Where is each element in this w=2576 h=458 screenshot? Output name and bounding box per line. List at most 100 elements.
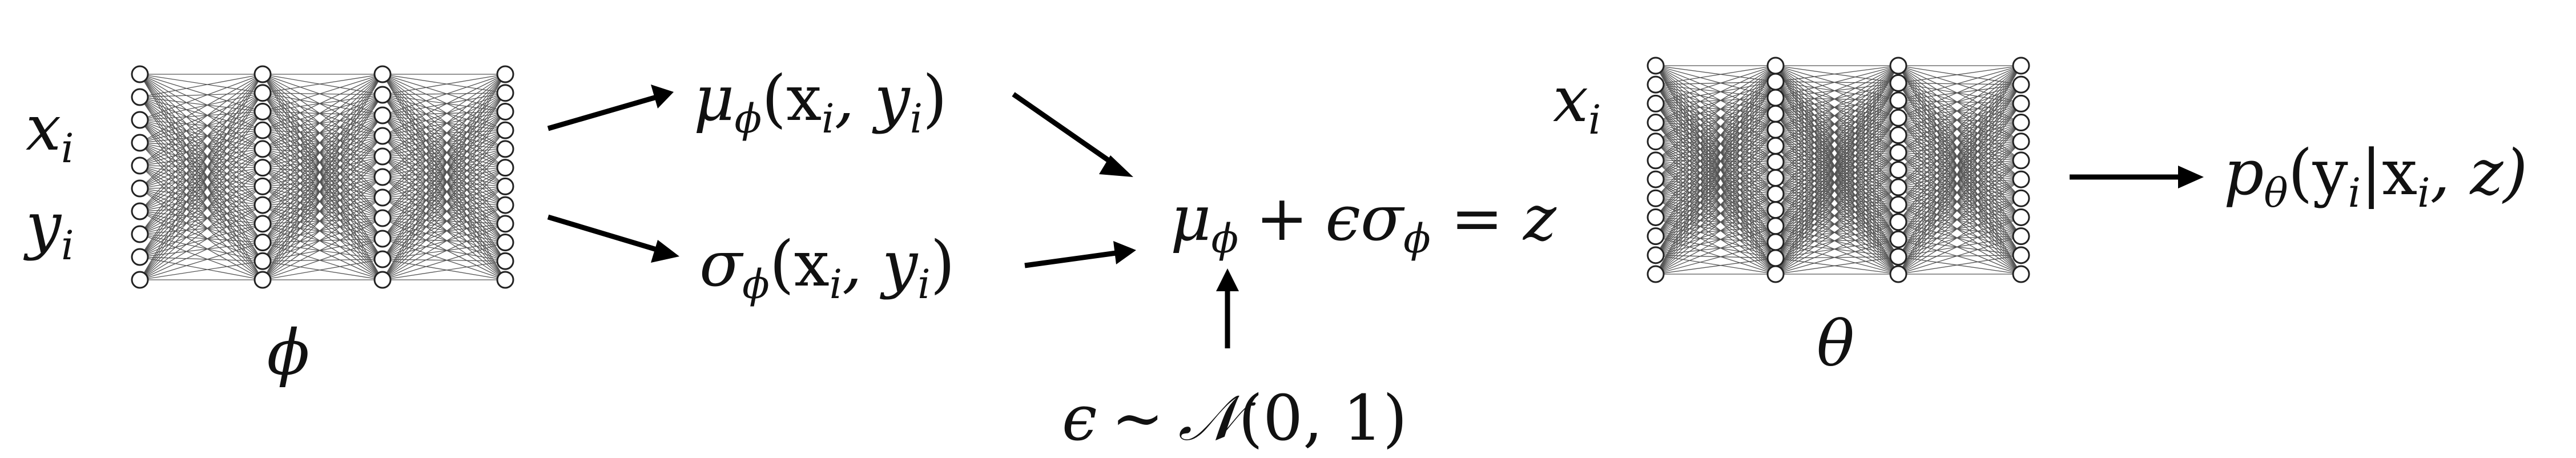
encoder-edge (382, 167, 506, 178)
encoder-edge (262, 93, 383, 95)
decoder-edge (1898, 160, 2022, 240)
encoder-param-label: ϕ (267, 316, 310, 389)
encoder-edge (262, 111, 383, 116)
encoder-edge (382, 156, 506, 168)
decoder-edge (1775, 100, 1899, 179)
decoder-edge (1655, 65, 1776, 180)
decoder-edge (1655, 103, 1776, 114)
encoder-neuron-layer-2 (253, 196, 272, 214)
decoder-param-label: θ (1817, 307, 1854, 380)
decoder-edge (1775, 65, 1899, 275)
decoder-edge (1655, 129, 1776, 199)
decoder-edge (1898, 84, 2022, 257)
decoder-edge (1775, 193, 1899, 223)
encoder-edge (262, 93, 383, 136)
decoder-edge (1775, 161, 1899, 275)
decoder-edge (1775, 152, 1899, 163)
decoder-edge (1655, 65, 1776, 142)
input-y-label: yi (23, 188, 74, 269)
decoder-edge (1775, 129, 1899, 205)
encoder-edge (262, 130, 383, 219)
encoder-edge (382, 223, 506, 239)
decoder-neuron-layer-1 (1647, 94, 1665, 113)
decoder-edge (1898, 65, 2022, 84)
decoder-edge (1898, 65, 2022, 136)
encoder-neuron-layer-2 (253, 271, 272, 289)
decoder-edge (1655, 81, 1776, 256)
decoder-edge (1655, 129, 1776, 180)
decoder-edge (1775, 65, 1899, 130)
encoder-edge (262, 156, 383, 262)
encoder-edge (262, 167, 383, 198)
encoder-edge (139, 148, 263, 258)
encoder-neuron-layer-4 (496, 102, 514, 120)
encoder-edge (382, 111, 506, 198)
decoder-edge (1775, 145, 1899, 275)
decoder-neuron-layer-3 (1889, 143, 1907, 162)
decoder-edge (1898, 103, 2022, 188)
encoder-edge (382, 148, 506, 260)
encoder-edge (382, 93, 506, 178)
encoder-edge (382, 111, 506, 280)
decoder-edge (1898, 117, 2022, 237)
decoder-edge (1775, 177, 1899, 205)
decoder-edge (1655, 84, 1776, 146)
decoder-edge (1775, 81, 1899, 84)
arrow-decoder-to-output (2070, 166, 2204, 188)
decoder-edge (1775, 177, 1899, 240)
decoder-edge (1898, 65, 2022, 85)
decoder-edge (1655, 97, 1776, 142)
encoder-neuron-layer-1 (131, 156, 149, 175)
encoder-neuron-layer-2 (253, 159, 272, 177)
encoder-edge (382, 167, 506, 239)
encoder-edge (382, 111, 506, 178)
decoder-edge (1775, 194, 1899, 258)
decoder-edge (1775, 65, 1899, 179)
decoder-edge (1775, 100, 1899, 114)
encoder-edge (262, 176, 383, 206)
decoder-edge (1655, 81, 1776, 142)
encoder-edge (139, 97, 263, 113)
encoder-edge (262, 176, 383, 243)
decoder-neuron-layer-4 (2012, 265, 2030, 283)
encoder-edge (262, 74, 383, 187)
decoder-edge (1898, 160, 2022, 223)
encoder-neuron-layer-1 (131, 179, 149, 198)
decoder-edge (1775, 161, 1899, 205)
decoder-edge (1655, 129, 1776, 142)
decoder-edge (1898, 122, 2022, 188)
encoder-edge (382, 148, 506, 219)
decoder-edge (1898, 100, 2022, 218)
decoder-edge (1655, 122, 1776, 130)
decoder-edge (1655, 145, 1776, 199)
decoder-neuron-layer-4 (2012, 227, 2030, 246)
encoder-edge (382, 260, 506, 280)
encoder-edge (382, 74, 506, 280)
decoder-neuron-layer-3 (1889, 91, 1907, 110)
decoder-edge (1898, 160, 2022, 275)
decoder-edge (1898, 256, 2022, 275)
encoder-neuron-layer-3 (373, 86, 392, 104)
decoder-edge (1775, 135, 1899, 227)
decoder-edge (1898, 84, 2022, 101)
encoder-edge (262, 111, 383, 219)
decoder-edge (1775, 187, 1899, 259)
decoder-edge (1775, 117, 1899, 275)
decoder-edge (1898, 65, 2022, 101)
decoder-edge (1898, 141, 2022, 223)
encoder-edge (382, 135, 506, 243)
decoder-neuron-layer-2 (1766, 136, 1785, 155)
decoder-edge (1655, 210, 1776, 275)
encoder-edge (262, 93, 383, 239)
encoder-neuron-layer-4 (496, 196, 514, 214)
decoder-edge (1655, 258, 1776, 275)
decoder-edge (1898, 100, 2022, 123)
decoder-edge (1898, 160, 2022, 205)
encoder-edge (262, 135, 383, 206)
decoder-neuron-layer-1 (1647, 208, 1665, 226)
decoder-edge (1775, 117, 1899, 211)
encoder-edge (262, 94, 383, 262)
decoder-neuron-layer-2 (1766, 73, 1785, 91)
encoder-edge (382, 218, 506, 243)
decoder-edge (1775, 193, 1899, 205)
